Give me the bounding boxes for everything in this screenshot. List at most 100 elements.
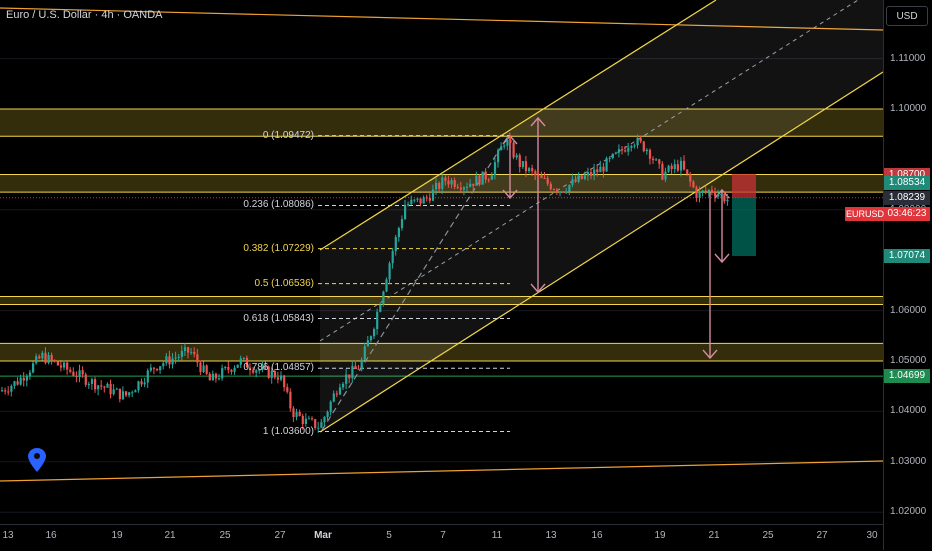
candle-body xyxy=(655,159,658,161)
price-tick-label: 1.03000 xyxy=(890,455,927,467)
candle-body xyxy=(211,373,214,381)
candle-body xyxy=(38,356,41,359)
candle-body xyxy=(332,393,335,402)
candle-body xyxy=(438,182,441,189)
candle-body xyxy=(453,180,456,187)
price-zone xyxy=(0,343,883,361)
candle-body xyxy=(689,173,692,182)
candle-body xyxy=(193,351,196,355)
candle-body xyxy=(484,171,487,180)
candle-body xyxy=(87,384,90,386)
candle-body xyxy=(97,385,100,390)
candle-body xyxy=(162,363,165,367)
currency-selector[interactable]: USD xyxy=(886,6,928,26)
candle-body xyxy=(69,369,72,372)
pin-shape xyxy=(28,448,46,472)
candle-body xyxy=(25,376,28,381)
time-tick-label: 21 xyxy=(708,530,720,541)
candle-body xyxy=(608,157,611,159)
time-tick-label: 27 xyxy=(274,530,286,541)
candle-body xyxy=(602,166,605,172)
price-label-tag: 1.08534 xyxy=(884,175,930,190)
candle-body xyxy=(701,190,704,192)
position-target-zone xyxy=(732,198,756,256)
candle-body xyxy=(345,374,348,384)
candle-body xyxy=(1,390,4,392)
candle-body xyxy=(605,158,608,172)
candle-body xyxy=(50,354,53,361)
candle-body xyxy=(676,164,679,171)
candle-body xyxy=(593,169,596,176)
candle-body xyxy=(379,304,382,312)
time-tick-label: Mar xyxy=(314,530,332,541)
symbol-tag: EURUSD xyxy=(845,207,885,221)
candle-body xyxy=(686,169,689,174)
candle-body xyxy=(66,362,69,370)
candle-body xyxy=(301,415,304,425)
price-axis[interactable] xyxy=(883,0,932,550)
price-zone xyxy=(0,109,883,137)
candle-body xyxy=(614,152,617,154)
candle-body xyxy=(642,141,645,152)
candle-body xyxy=(621,149,624,151)
candle-body xyxy=(112,389,115,395)
candle-body xyxy=(562,191,565,193)
candle-body xyxy=(552,189,555,191)
candle-body xyxy=(22,377,25,381)
candle-body xyxy=(7,391,10,393)
candle-body xyxy=(512,142,515,158)
candle-body xyxy=(459,187,462,190)
candle-body xyxy=(720,193,723,195)
candle-body xyxy=(354,365,357,369)
candle-body xyxy=(441,177,444,189)
candle-body xyxy=(590,172,593,176)
candle-body xyxy=(577,175,580,182)
candle-body xyxy=(428,198,431,201)
candle-body xyxy=(239,358,242,365)
fib-label: 1 (1.03600) xyxy=(262,425,314,437)
candle-body xyxy=(90,379,94,385)
candle-body xyxy=(714,192,717,197)
price-label-tag: 1.04699 xyxy=(884,369,930,384)
candle-body xyxy=(425,197,428,199)
arrow-head xyxy=(530,283,546,294)
candle-body xyxy=(177,356,180,358)
candle-body xyxy=(447,180,450,185)
candle-body xyxy=(549,183,552,190)
location-pin-icon[interactable] xyxy=(28,448,46,472)
candle-body xyxy=(546,178,549,184)
price-tick-label: 1.10000 xyxy=(890,103,927,114)
candle-body xyxy=(202,365,205,373)
candle-body xyxy=(658,159,661,164)
candle-body xyxy=(224,366,227,369)
candle-body xyxy=(286,387,289,392)
candle-body xyxy=(317,427,320,429)
candle-body xyxy=(388,263,391,280)
candle-body xyxy=(472,183,475,186)
time-axis[interactable] xyxy=(0,524,883,551)
candle-body xyxy=(661,163,664,180)
fib-label: 0.5 (1.06536) xyxy=(254,277,315,289)
fib-label: 0 (1.09472) xyxy=(262,129,314,141)
candle-body xyxy=(704,190,707,192)
time-tick-label: 19 xyxy=(111,530,123,541)
candle-body xyxy=(524,161,528,172)
candle-body xyxy=(515,155,518,158)
candle-body xyxy=(106,383,109,388)
candle-body xyxy=(81,370,84,375)
candle-body xyxy=(586,172,590,176)
chart-plot-area[interactable] xyxy=(0,0,883,524)
candle-body xyxy=(664,171,667,180)
time-tick-label: 5 xyxy=(386,530,392,541)
candle-body xyxy=(673,164,676,170)
candle-body xyxy=(4,390,7,392)
candle-body xyxy=(407,204,410,206)
candle-body xyxy=(304,418,307,425)
candle-body xyxy=(249,367,252,371)
candle-body xyxy=(531,168,534,172)
candle-body xyxy=(617,149,621,153)
candle-body xyxy=(252,370,255,373)
candle-body xyxy=(125,391,128,396)
candle-body xyxy=(72,371,75,376)
